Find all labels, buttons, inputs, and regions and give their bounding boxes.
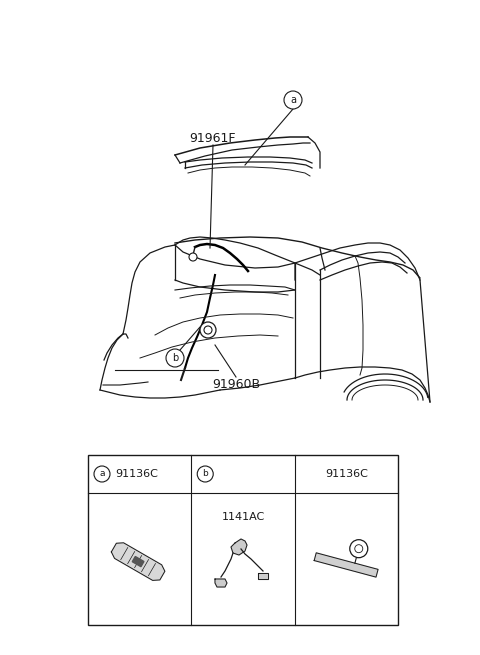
Text: b: b — [172, 353, 178, 363]
Circle shape — [94, 466, 110, 482]
Text: 1141AC: 1141AC — [221, 512, 264, 522]
Text: 91136C: 91136C — [325, 469, 368, 479]
Bar — [88, 455, 398, 625]
Text: 91136C: 91136C — [115, 469, 158, 479]
Circle shape — [284, 91, 302, 109]
Circle shape — [200, 322, 216, 338]
Circle shape — [189, 253, 197, 261]
Text: b: b — [203, 470, 208, 479]
Circle shape — [197, 466, 213, 482]
Text: a: a — [290, 95, 296, 105]
Polygon shape — [231, 539, 247, 555]
Text: a: a — [99, 470, 105, 479]
Polygon shape — [132, 557, 144, 567]
Text: 91960B: 91960B — [212, 379, 260, 392]
Polygon shape — [314, 553, 378, 577]
Polygon shape — [258, 573, 268, 579]
Circle shape — [166, 349, 184, 367]
Circle shape — [350, 540, 368, 557]
Polygon shape — [111, 543, 165, 580]
Polygon shape — [215, 579, 227, 587]
Text: 91961F: 91961F — [190, 132, 236, 145]
